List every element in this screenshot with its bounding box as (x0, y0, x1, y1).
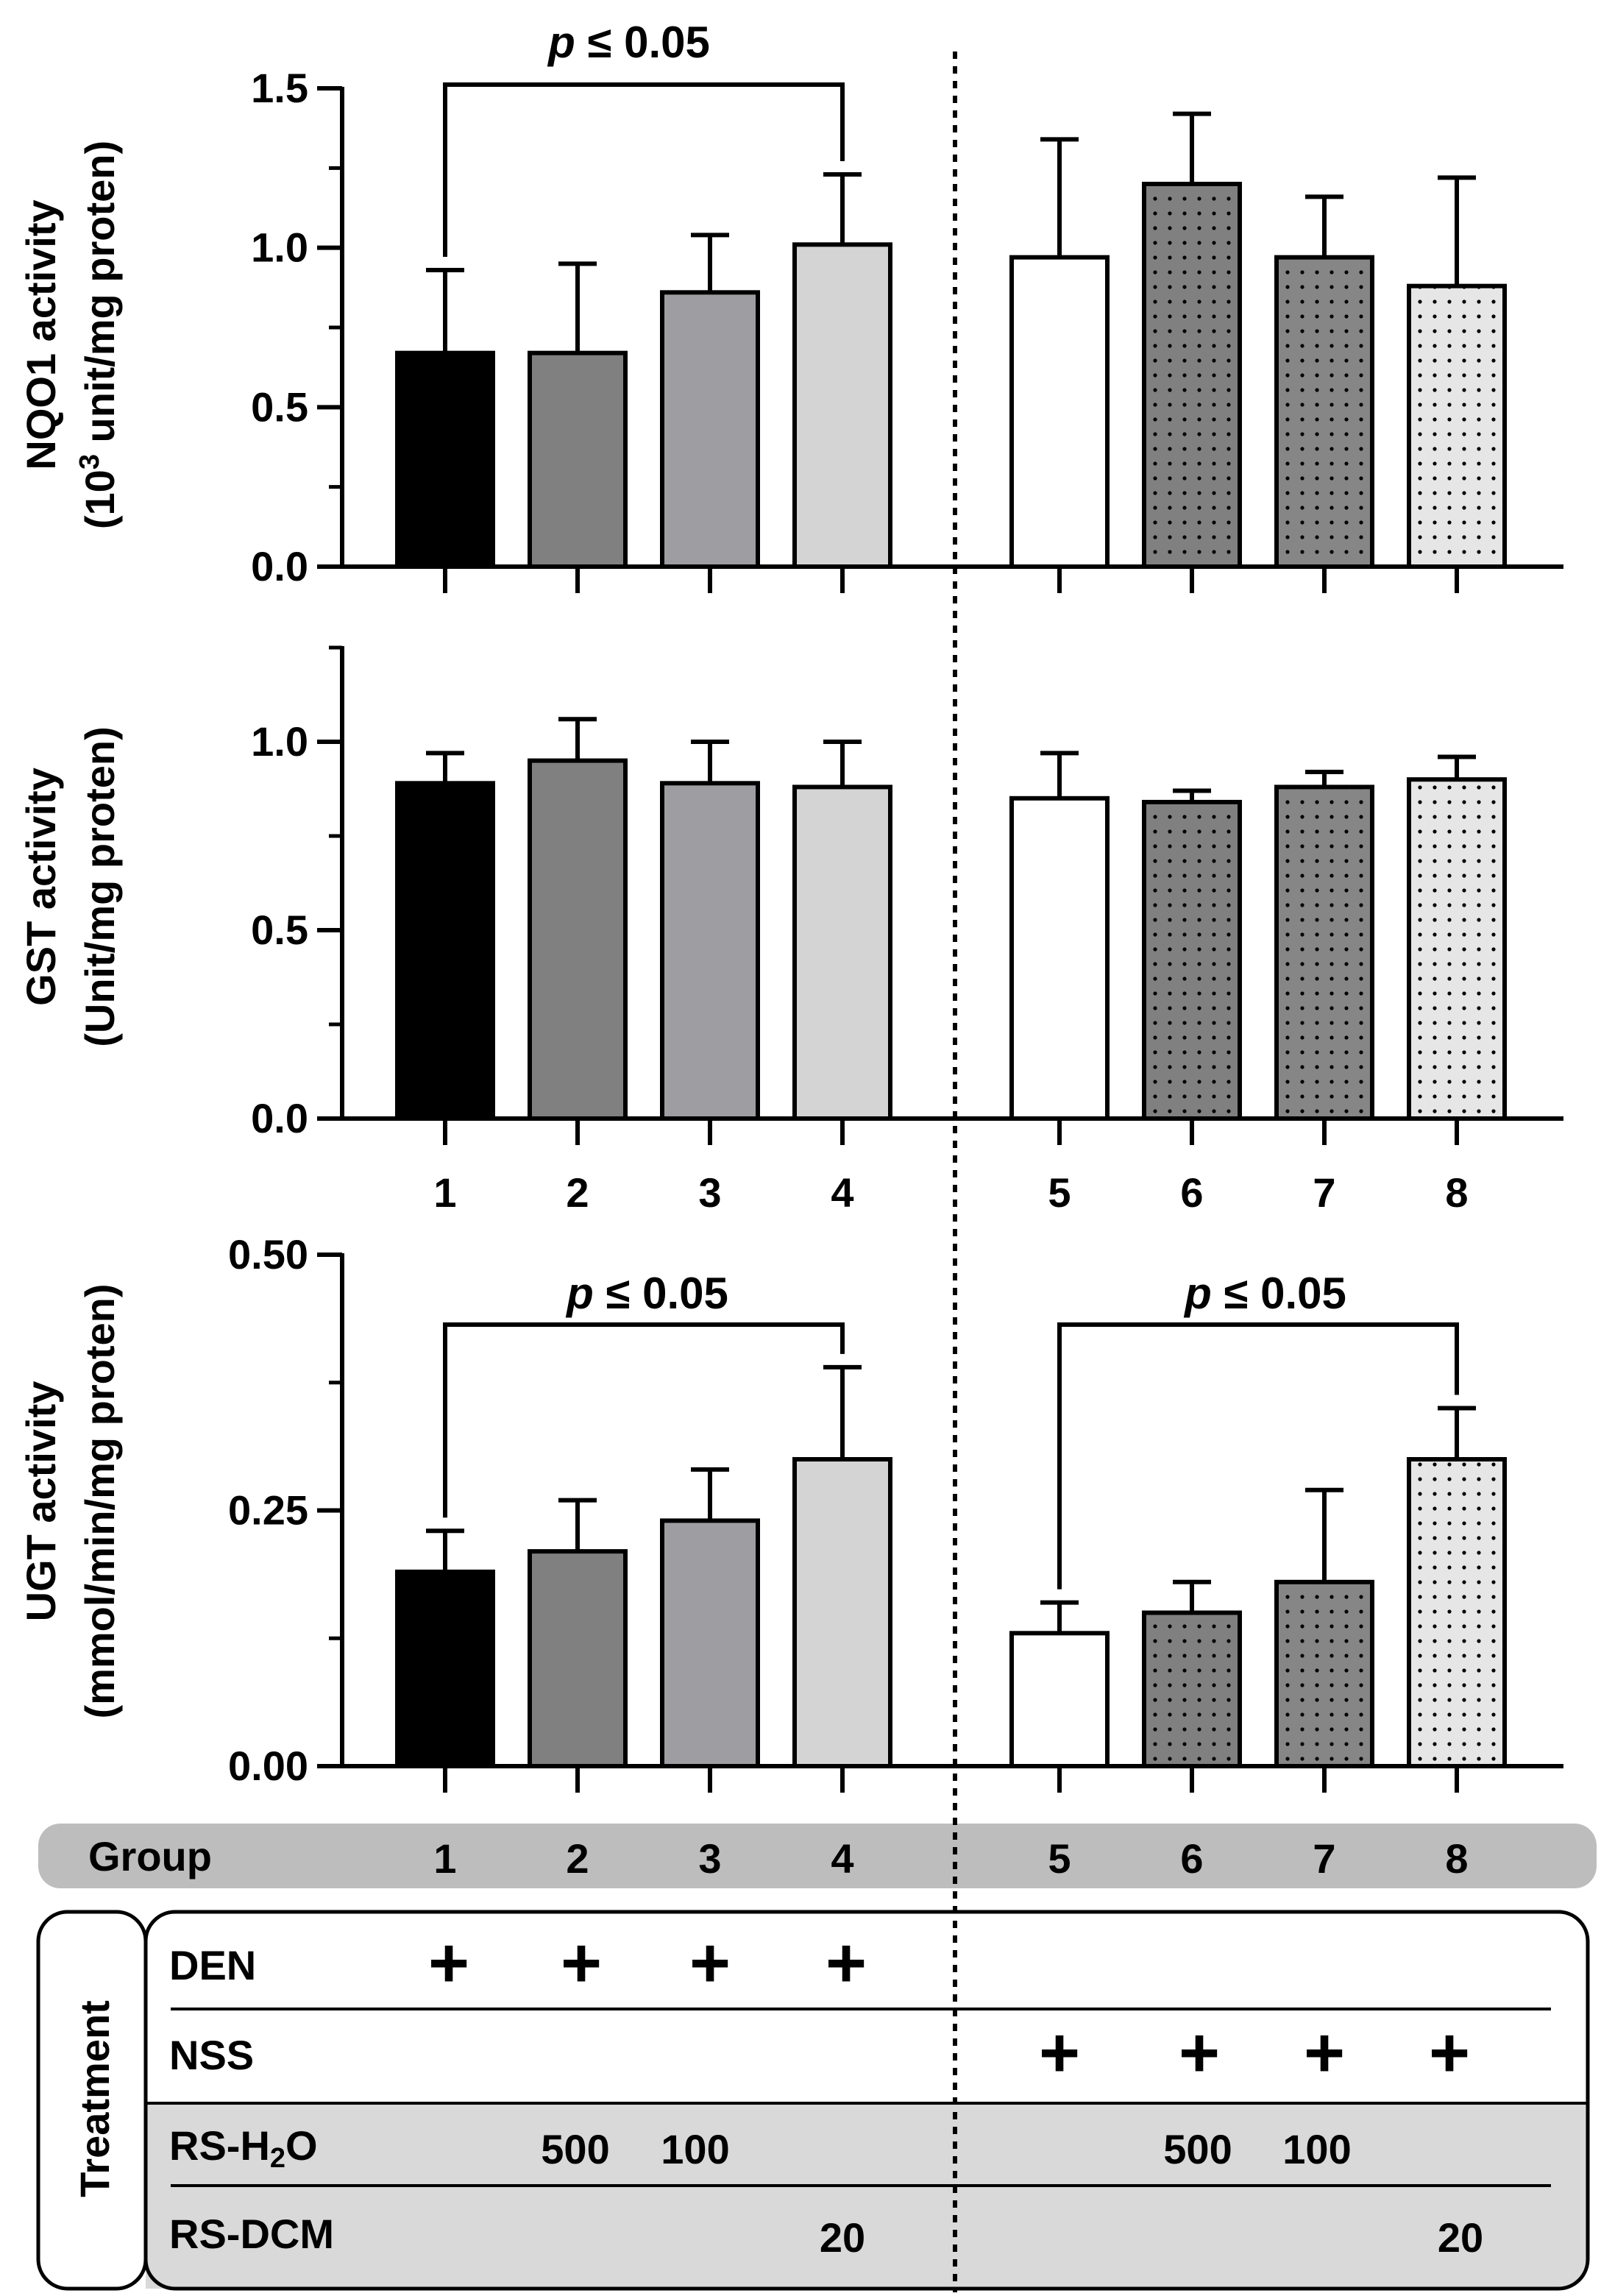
group-number-7: 7 (1313, 1835, 1335, 1882)
ugt-significance-bracket-1 (443, 1322, 845, 1518)
ugt-y-axis-label: UGT activity (mmol/min/mg proten) (18, 1283, 123, 1718)
group-number-6: 6 (1180, 1835, 1203, 1882)
nqo1-y-tick-label: 0.5 (251, 383, 308, 430)
ugt-bar-8 (1407, 1457, 1507, 1768)
nss-cell-8: + (1429, 2013, 1470, 2092)
ugt-y-tick-label: 0.00 (228, 1743, 308, 1789)
gst-y-tick-label: 1.0 (251, 718, 308, 765)
gst-bar-5 (1009, 796, 1110, 1122)
gst-bar-8 (1407, 777, 1507, 1121)
group-number-3: 3 (698, 1835, 721, 1882)
ugt-ylabel-line1: UGT activity (18, 1381, 64, 1622)
row-label-nss: NSS (169, 2032, 254, 2078)
treatment-table: Treatment DEN NSS RS-H2O RS-DCM + + + + … (36, 1910, 1590, 2291)
nqo1-y-tick-label: 0.0 (251, 543, 308, 589)
group-number-8: 8 (1445, 1835, 1468, 1882)
gst-bar-3 (660, 781, 760, 1121)
gst-bar-4 (792, 784, 892, 1121)
nqo1-significance-label-1-4: p ≤ 0.05 (547, 18, 710, 67)
rs-dcm-cell-4: 20 (820, 2214, 865, 2261)
gst-bar-1 (395, 781, 495, 1121)
rs-h2o-cell-7: 100 (1282, 2126, 1351, 2172)
rs-h2o-cell-2: 500 (541, 2126, 609, 2172)
ugt-bar-4 (792, 1457, 892, 1768)
gst-ylabel-line2: (Unit/mg proten) (77, 726, 123, 1046)
treatment-label-box (36, 1910, 148, 2291)
nqo1-significance-bracket-1 (443, 82, 845, 257)
den-cell-1: + (428, 1924, 469, 2002)
rs-h2o-cell-6: 500 (1163, 2126, 1232, 2172)
table-shaded-region (146, 2103, 1588, 2289)
ugt-significance-label-5-8: p ≤ 0.05 (1183, 1269, 1346, 1318)
middle-group-label-2: 2 (566, 1169, 589, 1216)
row-label-rs-dcm: RS-DCM (169, 2211, 334, 2257)
nqo1-ylabel-line1: NQO1 activity (18, 199, 64, 470)
den-cell-4: + (826, 1924, 867, 2002)
gst-y-tick-label: 0.0 (251, 1095, 308, 1141)
row-label-rs-h2o: RS-H2O (169, 2122, 318, 2174)
nss-cell-5: + (1039, 2013, 1080, 2092)
den-cell-3: + (689, 1924, 731, 2002)
group-band (38, 1824, 1597, 1888)
group-number-4: 4 (831, 1835, 853, 1882)
gst-y-tick-label: 0.5 (251, 907, 308, 953)
middle-group-label-3: 3 (698, 1169, 721, 1216)
nqo1-y-tick-label: 1.5 (251, 65, 308, 111)
gst-y-axis-label: GST activity (Unit/mg proten) (18, 726, 123, 1046)
nqo1-bar-5 (1009, 255, 1110, 569)
ugt-panel: UGT activity (mmol/min/mg proten) p ≤ 0.… (18, 1231, 1563, 1793)
gst-bar-6 (1142, 799, 1242, 1122)
gst-bar-7 (1274, 784, 1374, 1121)
ugt-y-tick-label: 0.50 (228, 1231, 308, 1278)
rs-dcm-cell-8: 20 (1438, 2214, 1483, 2261)
middle-group-label-8: 8 (1445, 1169, 1468, 1216)
nss-cell-6: + (1179, 2013, 1220, 2092)
nqo1-bar-2 (528, 350, 628, 569)
nqo1-panel: NQO1 activity (103 unit/mg proten) p ≤ 0… (18, 18, 1563, 593)
rs-h2o-cell-3: 100 (661, 2126, 729, 2172)
gst-ylabel-line1: GST activity (18, 768, 64, 1006)
ugt-significance-bracket-2 (1057, 1322, 1459, 1590)
middle-group-label-6: 6 (1180, 1169, 1203, 1216)
ugt-bar-6 (1142, 1610, 1242, 1768)
middle-group-label-5: 5 (1048, 1169, 1071, 1216)
middle-group-label-1: 1 (433, 1169, 456, 1216)
ugt-bar-5 (1009, 1631, 1110, 1769)
group-number-2: 2 (566, 1835, 589, 1882)
nqo1-bar-4 (792, 242, 892, 569)
nqo1-bar-7 (1274, 255, 1374, 569)
nqo1-bar-1 (395, 350, 495, 569)
ugt-bar-1 (395, 1569, 495, 1768)
ugt-y-tick-label: 0.25 (228, 1487, 308, 1534)
nqo1-ylabel-line2: (103 unit/mg proten) (74, 141, 123, 529)
nqo1-y-tick-label: 1.0 (251, 224, 308, 271)
row-label-den: DEN (169, 1942, 256, 1988)
nqo1-bar-8 (1407, 283, 1507, 569)
gst-panel: GST activity (Unit/mg proten) 1 2 3 4 5 … (18, 645, 1563, 1216)
svg-text:p ≤ 0.05: p ≤ 0.05 (547, 18, 710, 67)
den-cell-2: + (561, 1924, 602, 2002)
middle-group-label-4: 4 (831, 1169, 853, 1216)
nqo1-bar-6 (1142, 182, 1242, 569)
group-number-5: 5 (1048, 1835, 1071, 1882)
group-number-1: 1 (433, 1835, 456, 1882)
ugt-bar-3 (660, 1518, 760, 1768)
ugt-significance-label-1-4: p ≤ 0.05 (565, 1269, 728, 1318)
ugt-bar-7 (1274, 1579, 1374, 1769)
gst-bar-2 (528, 758, 628, 1121)
ugt-bar-2 (528, 1549, 628, 1769)
group-row-label: Group (88, 1833, 212, 1879)
ugt-ylabel-line2: (mmol/min/mg proten) (77, 1283, 123, 1718)
nss-cell-7: + (1304, 2013, 1345, 2092)
nqo1-y-axis-label: NQO1 activity (103 unit/mg proten) (18, 141, 123, 529)
middle-group-label-7: 7 (1313, 1169, 1335, 1216)
group-row: Group 1 2 3 4 5 6 7 8 (38, 1824, 1597, 1888)
treatment-label: Treatment (71, 2000, 118, 2197)
nqo1-bar-3 (660, 290, 760, 569)
